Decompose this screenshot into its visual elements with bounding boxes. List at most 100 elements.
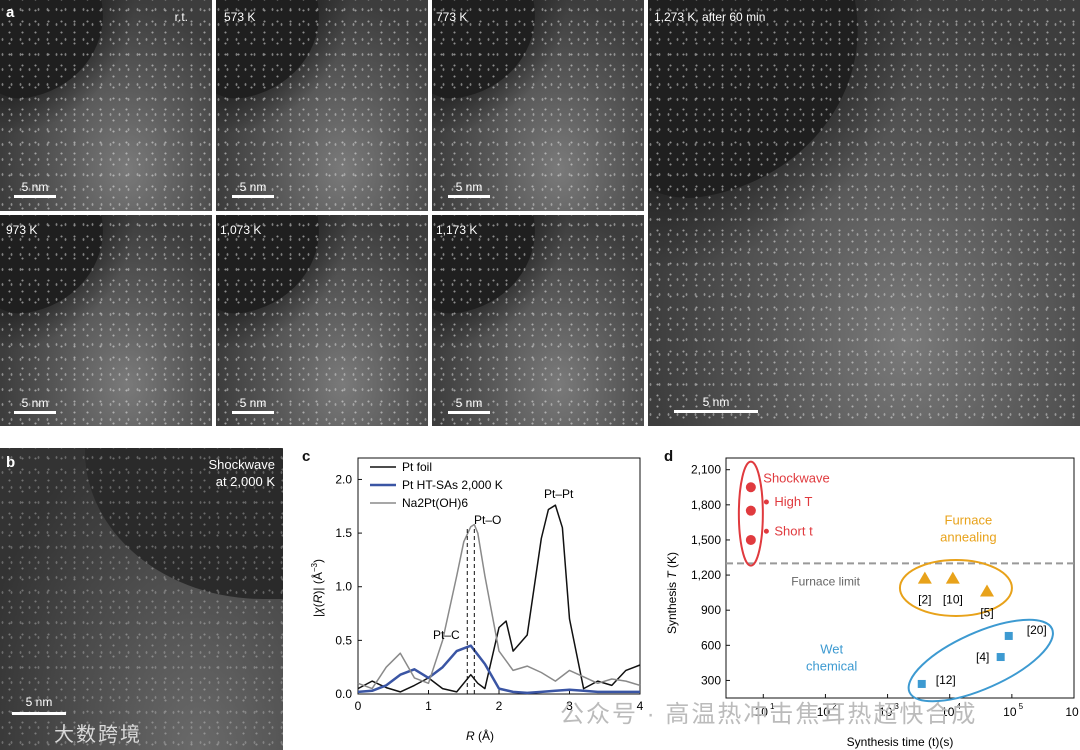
plot-frame [725,457,1075,699]
y-axis-label: Synthesis T (K) [665,552,679,634]
series-line-pt-ht-sas [357,644,640,695]
y-tick-label: 2.0 [335,472,352,486]
tile-label: r.t. [174,10,188,24]
shockwave-label: Shockwave [763,471,829,486]
y-tick-label: 1.5 [335,526,352,540]
tile-label: 1,073 K [220,223,262,237]
scale-bar-label: 5 nm [239,180,267,194]
furnace-limit-label: Furnace limit [791,574,860,588]
wet-chemical-ref: [12] [936,673,956,687]
plot-frame [357,457,641,695]
shockwave-ellipse [737,460,764,567]
wet-chemical-point [996,653,1005,662]
furnace-annealing-point [980,584,994,597]
scale-bar-label: 5 nm [455,396,483,410]
scale-bar-label: 5 nm [25,695,53,709]
wet-chemical-ellipse [907,618,1054,703]
scale-bar-label: 5 nm [239,396,267,410]
shockwave-note: Short t [774,523,813,538]
furnace-annealing-ref: [5] [980,605,993,619]
furnace-annealing-ellipse [898,558,1013,617]
tile-label: 773 K [436,10,468,24]
annotation-pt-o: Pt–O [474,513,501,527]
stem-image-973k: 973 K 5 nm [0,215,212,426]
furnace-annealing-label: Furnace [945,513,993,528]
wet-chemical-label: Wet [820,642,843,657]
stem-image-1173k: 1,173 K 5 nm [432,215,644,426]
panel-b-letter: b [6,454,16,471]
x-tick-label: 10 [941,705,955,719]
stem-image-573k: 573 K 5 nm [216,0,428,211]
scale-bar-label: 5 nm [21,396,49,410]
x-tick-label: 10 [755,705,769,719]
furnace-annealing-ref: [2] [918,593,931,607]
y-tick-label: 300 [701,673,721,687]
scale-bar [674,410,758,413]
x-tick-label: 1 [425,699,432,713]
wet-chemical-point [917,679,926,688]
legend-label-pt-ht-sas: Pt HT-SAs 2,000 K [402,478,503,492]
annotation-pt-pt: Pt–Pt [544,487,574,501]
tile-label: 573 K [224,10,256,24]
scale-bar [232,411,274,414]
furnace-annealing-ref: [10] [943,593,963,607]
y-tick-label: 0.5 [335,633,352,647]
scale-bar-label: 5 nm [702,395,730,409]
scale-bar-label: 5 nm [455,180,483,194]
shockwave-note: High T [774,494,812,509]
scale-bar [12,712,66,715]
x-tick-label: 10 [1065,705,1079,719]
x-tick-label: 10 [1003,705,1017,719]
y-tick-label: 600 [701,638,721,652]
y-tick-label: 1,800 [691,498,721,512]
x-tick-label: 2 [496,699,503,713]
stem-image-shockwave: b Shockwave at 2,000 K 5 nm [0,448,283,750]
y-tick-label: 1,200 [691,568,721,582]
y-tick-label: 2,100 [691,463,721,477]
x-tick-label: 10 [879,705,893,719]
x-tick-exponent: 4 [956,702,961,711]
panel-c-letter: c [302,448,311,465]
synthesis-chart: 1011021031041051063006009001,2001,5001,8… [665,457,1079,749]
wet-chemical-point [1004,631,1013,640]
x-tick-exponent: 1 [770,702,775,711]
furnace-annealing-label: annealing [940,530,996,545]
x-axis-label: Synthesis time (t)(s) [847,735,954,749]
x-tick-label: 0 [355,699,362,713]
shockwave-point [745,482,756,493]
legend-label-na2pt: Na2Pt(OH)6 [402,496,468,510]
shockwave-point [745,505,756,516]
furnace-annealing-point [945,571,960,584]
scale-bar [232,195,274,198]
scale-bar [448,195,490,198]
x-tick-label: 10 [817,705,831,719]
shockwave-bullet [763,499,769,505]
shockwave-bullet [763,528,769,534]
annotation-pt-c: Pt–C [433,628,460,642]
y-tick-label: 0.0 [335,687,352,701]
wet-chemical-ref: [4] [976,650,989,664]
panel-d-letter: d [664,448,674,465]
y-tick-label: 1,500 [691,533,721,547]
stem-image-1073k: 1,073 K 5 nm [216,215,428,426]
y-tick-label: 900 [701,603,721,617]
scale-bar [14,195,56,198]
x-tick-label: 3 [566,699,573,713]
stem-image-773k: 773 K 5 nm [432,0,644,211]
stem-image-1273k-60min: 1,273 K, after 60 min 5 nm [648,0,1080,426]
wet-chemical-label: chemical [806,659,857,674]
tile-label: 973 K [6,223,38,237]
watermark-right: 公众号 · 高温热冲击焦耳热超快合成 [560,701,978,728]
stem-image-rt: r.t. 5 nm [0,0,212,211]
panel-a-letter: a [6,4,15,21]
series-line-pt-foil [357,504,641,693]
x-tick-exponent: 5 [1019,702,1024,711]
scale-bar [14,411,56,414]
series-line-na2pt [357,523,641,690]
wet-chemical-ref: [20] [1027,623,1047,637]
watermark-left: 大数跨境 [54,724,142,746]
tile-label-line2: at 2,000 K [215,474,275,489]
tile-label-line1: Shockwave [208,457,275,472]
tile-label: 1,273 K, after 60 min [654,10,766,24]
exafs-chart: 0 1 2 3 40.00.51.01.52.0 R (Å) |χ(R)| (Å−3) … [310,457,644,743]
